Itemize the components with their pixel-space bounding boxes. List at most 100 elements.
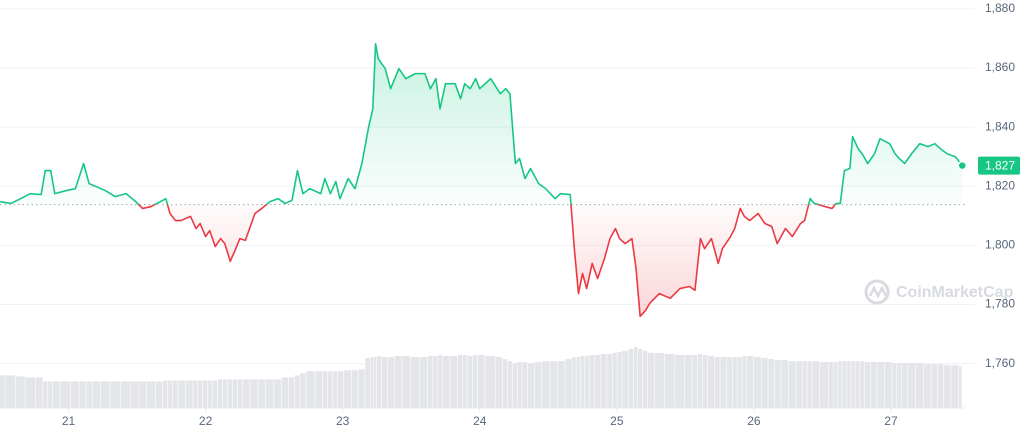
volume-bar bbox=[742, 355, 747, 408]
volume-bar bbox=[908, 363, 916, 408]
volume-bar bbox=[753, 357, 761, 408]
volume-bar bbox=[394, 355, 402, 408]
volume-bar bbox=[517, 362, 522, 408]
volume-bar bbox=[542, 361, 550, 408]
volume-bar bbox=[86, 381, 92, 408]
volume-bar bbox=[207, 380, 212, 408]
volume-bar bbox=[457, 354, 463, 408]
volume-bar bbox=[374, 357, 377, 408]
volume-bar bbox=[52, 381, 60, 408]
volume-bar bbox=[35, 377, 43, 408]
volume-bar bbox=[100, 381, 110, 408]
volume-bar bbox=[294, 375, 300, 408]
volume-bar bbox=[427, 355, 433, 408]
volume-bar bbox=[120, 381, 131, 408]
volume-bar bbox=[607, 353, 613, 408]
volume-bar bbox=[774, 360, 781, 408]
volume-bar bbox=[851, 361, 855, 408]
volume-bar bbox=[351, 370, 358, 408]
volume-bar bbox=[796, 361, 802, 408]
volume-bar bbox=[92, 381, 101, 408]
volume-bar bbox=[198, 380, 203, 408]
x-tick-label: 25 bbox=[610, 414, 624, 428]
current-price-tag bbox=[978, 156, 1020, 175]
volume-bar bbox=[233, 379, 238, 408]
watermark-logo bbox=[864, 279, 890, 305]
volume-bar bbox=[288, 377, 295, 408]
y-tick-label: 1,840 bbox=[985, 119, 1015, 133]
volume-bar bbox=[761, 358, 768, 408]
volume-bar bbox=[702, 354, 708, 408]
volume-bar bbox=[788, 361, 796, 408]
volume-bar bbox=[507, 361, 513, 408]
volume-bar bbox=[462, 354, 467, 408]
volume-bar bbox=[365, 358, 371, 408]
volume-bar bbox=[958, 366, 962, 408]
volume-bar bbox=[828, 362, 834, 408]
volume-bar bbox=[877, 362, 885, 408]
y-tick-label: 1,780 bbox=[985, 297, 1015, 311]
volume-bar bbox=[47, 381, 53, 408]
volume-bar bbox=[376, 355, 382, 408]
current-price-label: 1,827 bbox=[985, 159, 1015, 173]
volume-bar bbox=[43, 381, 48, 408]
x-tick-label: 23 bbox=[336, 414, 350, 428]
volume-bar bbox=[155, 381, 163, 408]
volume-bar bbox=[437, 354, 443, 408]
volume-bar bbox=[337, 371, 344, 408]
volume-bar bbox=[370, 357, 374, 408]
volume-bar bbox=[550, 361, 558, 408]
volume-bar bbox=[25, 377, 36, 408]
price-line bbox=[0, 42, 963, 318]
volume-bar bbox=[172, 380, 178, 408]
volume-bar bbox=[185, 380, 193, 408]
volume-bar bbox=[387, 357, 395, 408]
volume-bar bbox=[130, 381, 139, 408]
volume-bar bbox=[594, 354, 601, 408]
volume-bar bbox=[79, 381, 86, 408]
watermark-text: CoinMarketCap bbox=[896, 284, 1014, 301]
volume-bar bbox=[495, 357, 503, 408]
volume-bar bbox=[315, 371, 323, 408]
volume-bar bbox=[951, 365, 959, 408]
volume-bar bbox=[707, 355, 715, 408]
volume-bar bbox=[838, 361, 842, 408]
volume-bar bbox=[402, 355, 410, 408]
volume-bar bbox=[60, 381, 70, 408]
x-tick-label: 24 bbox=[473, 414, 487, 428]
volume-bar bbox=[110, 381, 121, 408]
volume-bar bbox=[202, 380, 208, 408]
volume-bar bbox=[812, 361, 820, 408]
volume-bar bbox=[557, 361, 565, 408]
volume-bar bbox=[250, 379, 258, 408]
volume-bar bbox=[647, 352, 654, 408]
watermark: CoinMarketCap bbox=[864, 279, 1014, 305]
volume-bar bbox=[522, 362, 528, 408]
volume-bar bbox=[847, 361, 851, 408]
price-area bbox=[0, 43, 963, 317]
volume-bar bbox=[503, 359, 508, 408]
volume-bar bbox=[768, 359, 774, 408]
volume-bar bbox=[622, 350, 628, 408]
volume-bar bbox=[937, 364, 944, 408]
volume-bar bbox=[892, 363, 897, 408]
x-tick-label: 22 bbox=[199, 414, 213, 428]
volume-bar bbox=[139, 381, 147, 408]
volume-bar bbox=[584, 355, 589, 408]
volume-bar bbox=[0, 375, 5, 408]
volume-bar bbox=[15, 376, 25, 408]
volume-bar bbox=[923, 364, 931, 408]
volume-bar bbox=[237, 379, 243, 408]
volume-bar bbox=[333, 371, 338, 408]
volume-bar bbox=[322, 371, 328, 408]
volume-bar bbox=[410, 357, 420, 408]
volume-bar bbox=[193, 380, 198, 408]
volume-bar bbox=[300, 373, 306, 408]
volume-bar bbox=[212, 380, 218, 408]
volume-bar bbox=[467, 355, 473, 408]
volume-bar bbox=[472, 354, 478, 408]
y-tick-label: 1,880 bbox=[985, 1, 1015, 15]
volume-bar bbox=[819, 362, 829, 408]
volume-bar bbox=[855, 361, 860, 408]
